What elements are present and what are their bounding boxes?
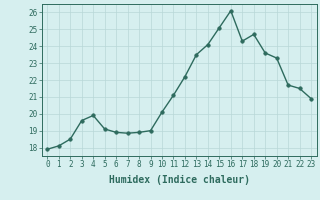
X-axis label: Humidex (Indice chaleur): Humidex (Indice chaleur) <box>109 175 250 185</box>
